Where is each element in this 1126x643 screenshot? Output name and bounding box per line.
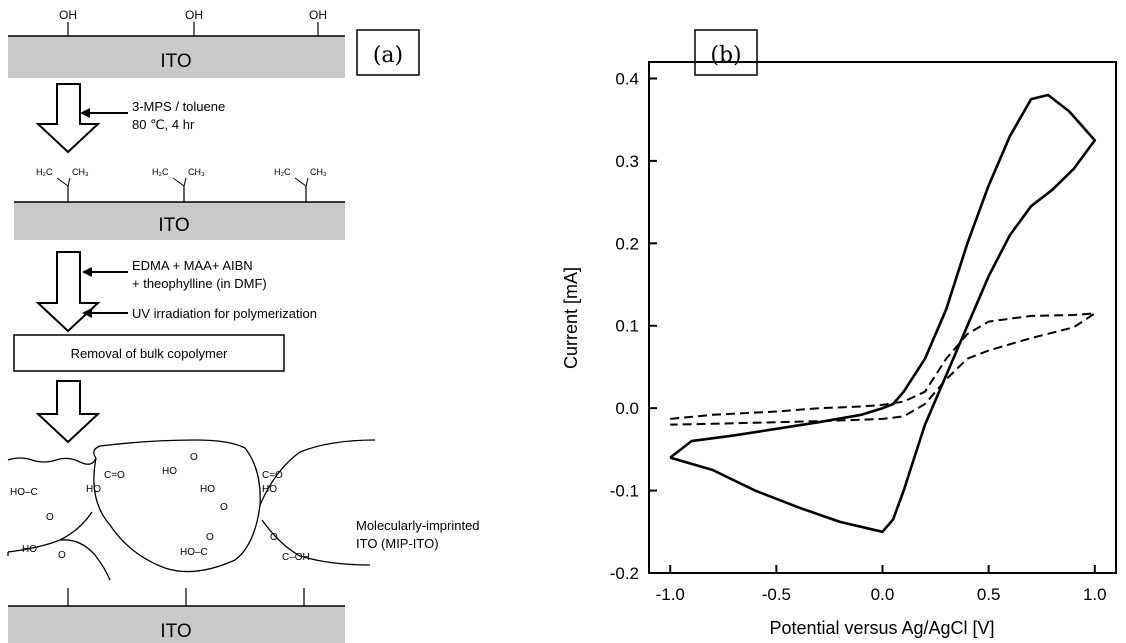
step1-reagents: 3-MPS / toluene bbox=[132, 99, 225, 114]
svg-text:HO: HO bbox=[22, 544, 37, 555]
panel-a-label: (a) bbox=[373, 43, 403, 68]
svg-text:HO: HO bbox=[200, 484, 215, 495]
svg-text:C=O: C=O bbox=[104, 470, 125, 481]
ito-label-3: ITO bbox=[160, 621, 191, 642]
step2-template: + theophylline (in DMF) bbox=[132, 276, 267, 291]
svg-text:CH₃: CH₃ bbox=[72, 167, 89, 177]
y-tick-label: 0.3 bbox=[615, 152, 639, 171]
y-tick-label: 0.4 bbox=[615, 69, 639, 88]
x-tick-label: 0.0 bbox=[871, 585, 895, 604]
panel-a-diagram: (a) OH OH OH ITO 3-MPS / toluene 80 ℃, 4… bbox=[0, 0, 560, 643]
y-tick-label: -0.1 bbox=[610, 482, 639, 501]
svg-text:HO–C: HO–C bbox=[180, 547, 208, 558]
cv-chart: (b) -0.2 -0.1 0.0 0.1 0.2 0.3 0.4 -1.0 -0.5 0.0 0… bbox=[560, 0, 1126, 643]
svg-text:O: O bbox=[46, 512, 54, 523]
y-axis-label: Current [mA] bbox=[561, 267, 581, 369]
y-tick-label: 0.0 bbox=[615, 399, 639, 418]
x-tick-label: 0.5 bbox=[977, 585, 1001, 604]
svg-text:H₂C: H₂C bbox=[36, 167, 53, 177]
mip-label-line2: ITO (MIP-ITO) bbox=[356, 536, 439, 551]
svg-text:HO: HO bbox=[262, 484, 277, 495]
down-arrow-2 bbox=[38, 252, 98, 331]
svg-text:CH₃: CH₃ bbox=[188, 167, 205, 177]
svg-text:O: O bbox=[58, 550, 66, 561]
step1-conditions: 80 ℃, 4 hr bbox=[132, 117, 195, 132]
step2-reagents: EDMA + MAA+ AIBN bbox=[132, 258, 253, 273]
mip-label-line1: Molecularly-imprinted bbox=[356, 518, 480, 533]
mip-functional-groups: HO–C O C=O HO HO O HO O C=O HO HO–C O HO… bbox=[10, 452, 310, 563]
y-tick-label: 0.2 bbox=[615, 234, 639, 253]
x-tick-label: 1.0 bbox=[1083, 585, 1107, 604]
methacryl-groups: H₂C CH₃ H₂C CH₃ H₂C CH₃ bbox=[36, 167, 327, 202]
removal-label: Removal of bulk copolymer bbox=[71, 346, 228, 361]
down-arrow-3 bbox=[38, 381, 98, 442]
plot-frame bbox=[649, 62, 1116, 573]
svg-text:O: O bbox=[190, 452, 198, 463]
svg-text:O: O bbox=[270, 532, 278, 543]
oh-label-1: OH bbox=[59, 8, 77, 22]
x-tick-label: -0.5 bbox=[762, 585, 791, 604]
oh-label-3: OH bbox=[309, 8, 327, 22]
ito-label-2: ITO bbox=[158, 215, 189, 236]
svg-text:C=O: C=O bbox=[262, 470, 283, 481]
svg-text:HO: HO bbox=[162, 466, 177, 477]
y-tick-label: -0.2 bbox=[610, 564, 639, 583]
panel-b-label: (b) bbox=[710, 43, 741, 68]
y-tick-label: 0.1 bbox=[615, 317, 639, 336]
x-axis-label: Potential versus Ag/AgCl [V] bbox=[769, 618, 994, 638]
svg-text:H₂C: H₂C bbox=[152, 167, 169, 177]
svg-text:H₂C: H₂C bbox=[274, 167, 291, 177]
oh-label-2: OH bbox=[185, 8, 203, 22]
svg-text:HO: HO bbox=[86, 484, 101, 495]
svg-text:O: O bbox=[220, 502, 228, 513]
svg-text:HO–C: HO–C bbox=[10, 487, 38, 498]
svg-text:C–OH: C–OH bbox=[282, 552, 310, 563]
step3-uv: UV irradiation for polymerization bbox=[132, 306, 317, 321]
ito-label-1: ITO bbox=[160, 51, 191, 72]
down-arrow-1 bbox=[38, 84, 98, 152]
cv-curve-solid bbox=[670, 95, 1095, 532]
x-tick-label: -1.0 bbox=[656, 585, 685, 604]
svg-text:CH₃: CH₃ bbox=[310, 167, 327, 177]
svg-text:O: O bbox=[206, 532, 214, 543]
